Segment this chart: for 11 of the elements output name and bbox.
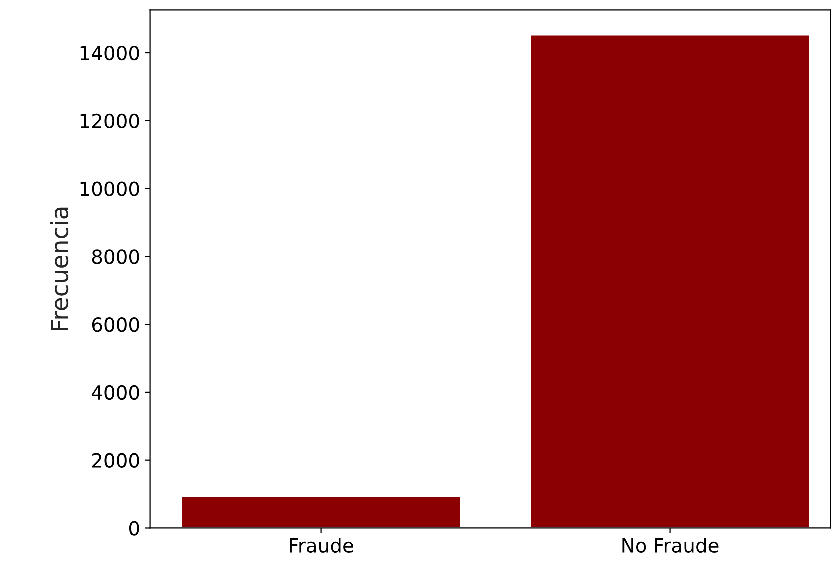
y-tick-label: 14000 bbox=[80, 46, 140, 61]
x-tick-label: Fraude bbox=[290, 538, 354, 554]
y-tick-label: 6000 bbox=[92, 318, 140, 332]
y-tick-label: 8000 bbox=[92, 250, 140, 264]
y-tick-label: 2000 bbox=[92, 453, 140, 468]
y-tick-label: 0 bbox=[129, 521, 140, 536]
y-tick-label: 10000 bbox=[80, 182, 140, 196]
y-tick-label: 4000 bbox=[92, 385, 140, 400]
x-tick-label: No Fraude bbox=[622, 538, 719, 554]
y-tick-label: 12000 bbox=[80, 114, 140, 129]
y-axis-title: Frecuencia bbox=[50, 208, 69, 330]
